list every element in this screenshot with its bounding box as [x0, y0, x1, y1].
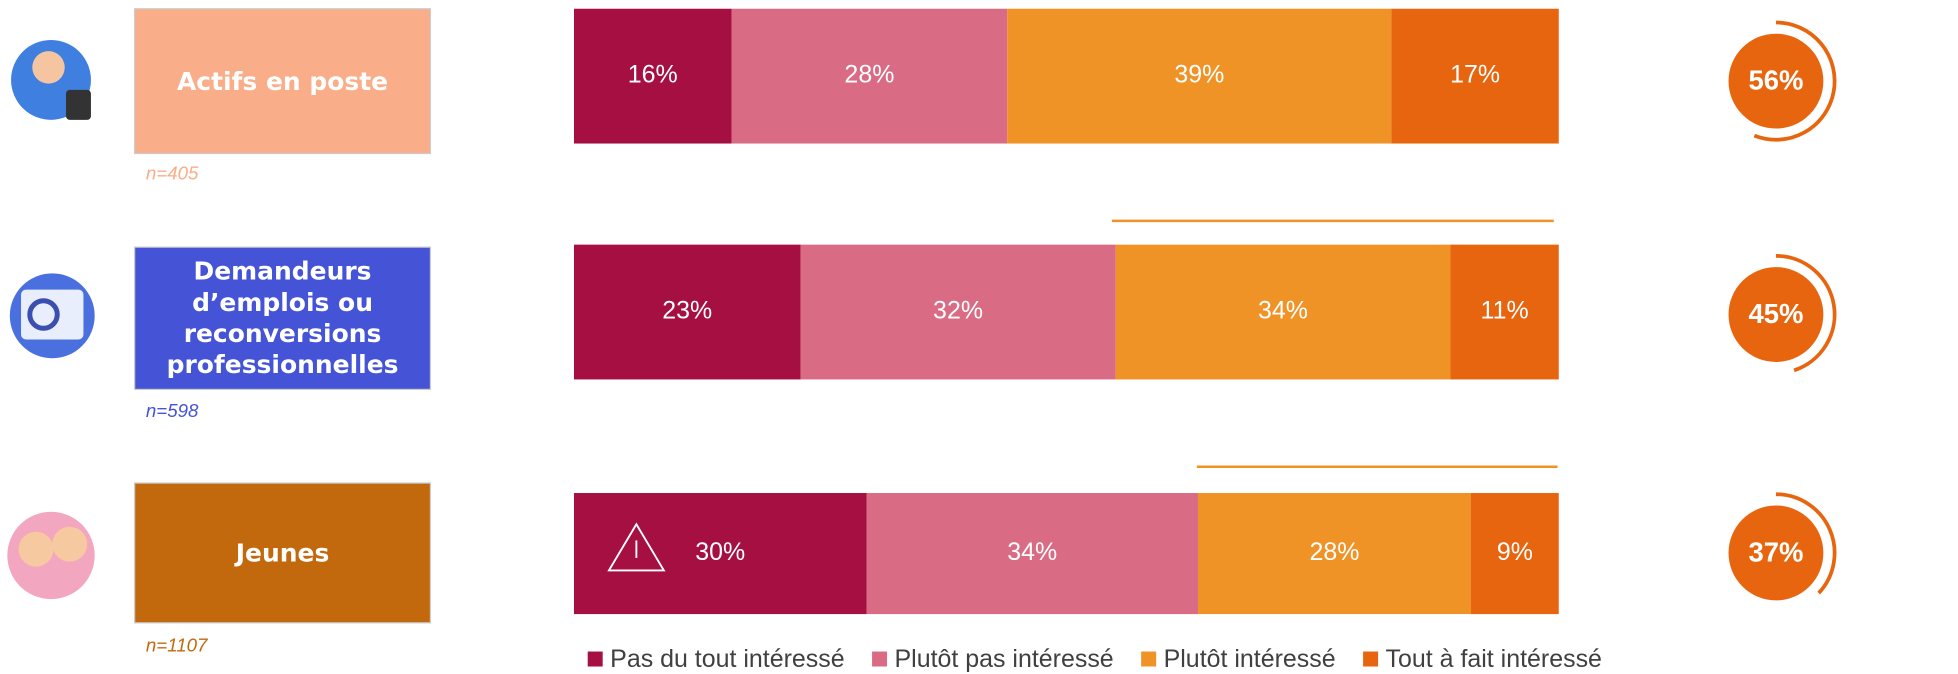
bar-segment — [1450, 244, 1559, 380]
category-label: Demandeurs d’emplois ou reconversions pr… — [166, 255, 399, 380]
bar-segment — [1007, 8, 1392, 144]
job-icon — [27, 298, 60, 331]
sample-size: n=598 — [146, 400, 199, 421]
youth-icon — [52, 526, 88, 562]
legend-label: Tout à fait intéressé — [1386, 645, 1602, 673]
value-label: 34% — [1258, 297, 1308, 325]
bar-segment — [1471, 493, 1559, 615]
bar-segment — [731, 8, 1008, 144]
total-disc — [1728, 33, 1824, 129]
bar-segment — [866, 493, 1199, 615]
total-disc — [1728, 505, 1824, 601]
value-label: 9% — [1497, 538, 1533, 566]
sample-size: n=1107 — [146, 634, 208, 655]
total-arc — [1753, 20, 1837, 142]
legend-swatch — [1363, 651, 1379, 667]
value-label: 17% — [1450, 61, 1500, 89]
bar-segment — [573, 244, 801, 380]
category-label: Actifs en poste — [176, 65, 389, 96]
legend-label: Plutôt intéressé — [1164, 645, 1336, 673]
category-box — [134, 246, 432, 391]
decor-lines — [1111, 219, 1558, 469]
worker-icon — [32, 51, 65, 84]
youth-icon — [18, 531, 54, 567]
value-label: 11% — [1481, 297, 1529, 325]
bar-segment — [573, 8, 732, 144]
legend-label: Plutôt pas intéressé — [895, 645, 1114, 673]
category-box — [134, 482, 432, 624]
bar-segment — [800, 244, 1116, 380]
category-label-box: Actifs en poste — [176, 65, 389, 96]
sample-size: n=405 — [146, 163, 199, 184]
value-label: 34% — [1007, 538, 1057, 566]
legend-swatch — [872, 651, 888, 667]
value-label: 32% — [933, 297, 983, 325]
value-label: 28% — [844, 61, 894, 89]
category-label-box: Jeunes — [235, 537, 330, 568]
total-label: 45% — [1748, 298, 1803, 329]
legend-label: Pas du tout intéressé — [610, 645, 844, 673]
bar-segment — [1115, 244, 1451, 380]
legend-swatch — [1141, 651, 1157, 667]
total-label: 37% — [1748, 536, 1803, 567]
value-label: 30% — [695, 538, 745, 566]
total-label: 56% — [1748, 65, 1803, 96]
category-box — [134, 8, 432, 155]
bar-segment — [1198, 493, 1472, 615]
category-label: Jeunes — [235, 537, 330, 568]
total-arc — [1775, 253, 1837, 373]
legend-swatch — [587, 651, 603, 667]
worker-icon — [65, 89, 91, 120]
category-label-box: Demandeurs d’emplois ou reconversions pr… — [166, 255, 399, 380]
total-arc — [1775, 492, 1837, 595]
warning-icon — [607, 522, 666, 572]
icons — [7, 39, 95, 600]
value-label: 28% — [1310, 538, 1360, 566]
total-disc — [1728, 267, 1824, 362]
value-label: 16% — [628, 61, 678, 89]
value-label: 23% — [662, 297, 712, 325]
bar-segment — [1391, 8, 1559, 144]
bar-segment — [573, 493, 867, 615]
value-label: 39% — [1174, 61, 1224, 89]
